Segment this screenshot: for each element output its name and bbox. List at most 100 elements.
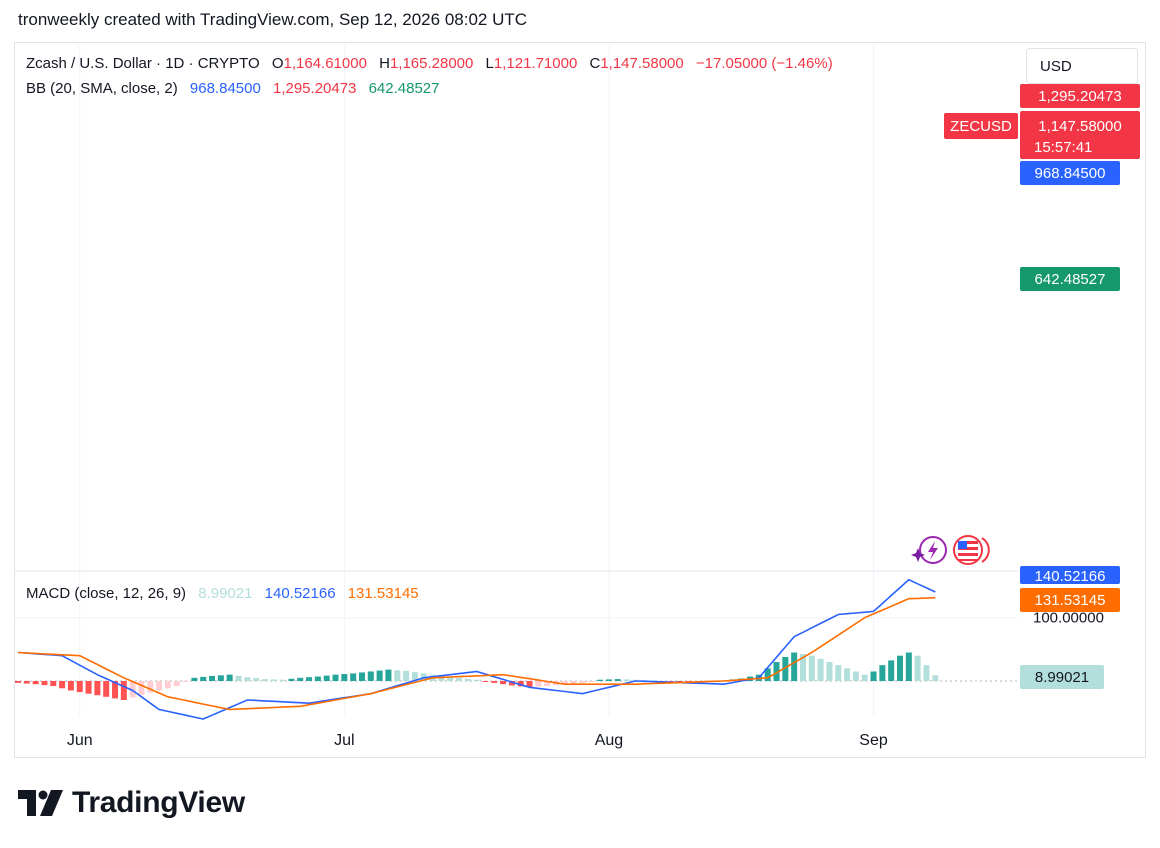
macd-histogram-bar — [297, 677, 304, 681]
bb-mid-price-tag: 968.84500 — [1020, 161, 1120, 185]
bb-upper-tag-label: 1,295.20473 — [1038, 88, 1121, 105]
us-flag-icon[interactable] — [953, 535, 990, 565]
macd-histogram-bar — [32, 681, 39, 685]
macd-histogram-bar — [447, 676, 454, 681]
macd-histogram-bar — [147, 681, 154, 693]
macd-histogram-bar — [508, 681, 515, 686]
macd-histogram-bar — [244, 677, 251, 681]
lightning-badge-icon[interactable] — [911, 536, 947, 564]
macd-histogram-bar — [464, 678, 471, 681]
macd-histogram-bar — [888, 660, 895, 681]
macd-histogram-bar — [15, 681, 21, 683]
macd-histogram-bar — [209, 675, 216, 681]
time-tick-label: Sep — [859, 732, 888, 749]
macd-histogram-bar — [597, 679, 604, 681]
macd-histogram-bar — [270, 679, 277, 681]
last-price-tag: 1,147.58000 15:57:41 — [1020, 111, 1140, 159]
macd-histogram-bar — [350, 673, 357, 681]
macd-hist-value: 8.99021 — [198, 585, 253, 602]
macd-histogram-bar — [473, 679, 480, 681]
macd-histogram-bar — [164, 681, 171, 689]
macd-line-value: 140.52166 — [264, 585, 336, 602]
time-tick-label: Jul — [334, 732, 354, 749]
macd-histogram-bar — [288, 678, 295, 681]
macd-histogram-bar — [773, 662, 780, 681]
macd-label: MACD (close, 12, 26, 9) — [26, 585, 187, 602]
macd-legend[interactable]: MACD (close, 12, 26, 9) 8.99021 140.5216… — [26, 585, 427, 602]
macd-histogram-bar — [835, 665, 842, 681]
histogram-tag-label: 8.99021 — [1035, 669, 1089, 686]
macd-histogram-bar — [367, 671, 374, 681]
close-label: C — [589, 55, 601, 72]
bb-lower-value: 642.48527 — [368, 80, 440, 97]
low-value: 1,121.71000 — [493, 55, 578, 72]
bb-legend[interactable]: BB (20, SMA, close, 2) 968.84500 1,295.2… — [26, 80, 447, 97]
macd-histogram-bar — [456, 677, 462, 681]
symbol-legend[interactable]: Zcash / U.S. Dollar · 1D · CRYPTO O1,164… — [26, 55, 841, 72]
macd-histogram-bar — [570, 681, 577, 684]
price-change: −17.05000 (−1.46%) — [695, 55, 833, 72]
macd-histogram-bar — [85, 681, 92, 694]
currency-button[interactable]: USD — [1026, 48, 1138, 84]
symbol-tag-label: ZECUSD — [950, 118, 1012, 135]
bb-label: BB (20, SMA, close, 2) — [26, 80, 178, 97]
macd-histogram-bar — [67, 681, 74, 691]
tradingview-logo-icon — [18, 790, 63, 816]
tradingview-logo[interactable]: TradingView — [18, 786, 245, 820]
macd-histogram-bar — [491, 681, 498, 683]
histogram-price-tag: 8.99021 — [1020, 665, 1104, 689]
macd-histogram-bar — [50, 681, 57, 687]
macd-histogram-bar — [870, 671, 877, 681]
macd-histogram-bar — [358, 672, 365, 681]
macd-histogram-bar — [120, 681, 127, 700]
bb-upper-value: 1,295.20473 — [272, 80, 357, 97]
chart-frame — [14, 42, 1146, 758]
bb-lower-tag-label: 642.48527 — [1035, 271, 1106, 288]
bb-lower-price-tag: 642.48527 — [1020, 267, 1120, 291]
macd-histogram-bar — [676, 681, 683, 683]
macd-tag-label: 140.52166 — [1035, 568, 1106, 585]
price-axis: 225.00000270.00000330.00000410.00000530.… — [1033, 610, 1104, 627]
macd-histogram-bar — [103, 681, 110, 697]
macd-histogram-bar — [914, 655, 921, 681]
macd-histogram-bar — [306, 677, 313, 681]
symbol-tag: ZECUSD — [944, 113, 1018, 139]
macd-histogram-bar — [403, 670, 410, 681]
macd-histogram-bar — [579, 681, 586, 683]
macd-histogram-bar — [852, 671, 859, 681]
macd-histogram-bar — [879, 665, 886, 681]
macd-histogram-bar — [129, 681, 136, 698]
macd-histogram-bar — [279, 679, 286, 681]
macd-tick-label: 100.00000 — [1033, 610, 1104, 627]
macd-histogram-bar — [94, 681, 101, 696]
time-axis: Jun Jul Aug Sep — [67, 732, 888, 749]
macd-histogram-bar — [482, 681, 489, 682]
macd-histogram-bar — [253, 678, 260, 681]
macd-histogram-bar — [385, 669, 392, 681]
macd-histogram-bar — [394, 670, 401, 681]
macd-histogram-bar — [905, 652, 912, 681]
macd-histogram-bar — [200, 676, 207, 681]
time-tick-label: Jun — [67, 732, 93, 749]
grid-lines — [15, 45, 1018, 716]
macd-signal-value: 131.53145 — [347, 585, 419, 602]
bb-mid-value: 968.84500 — [189, 80, 261, 97]
high-value: 1,165.28000 — [389, 55, 474, 72]
macd-histogram-bar — [332, 674, 339, 681]
macd-histogram-bar — [323, 675, 330, 681]
macd-histogram-bar — [844, 668, 851, 681]
signal-price-tag: 131.53145 — [1020, 588, 1120, 612]
macd-histogram-bar — [235, 675, 242, 681]
macd-histogram-bar — [261, 679, 268, 681]
macd-histogram-bar — [817, 658, 824, 681]
tradingview-wordmark: TradingView — [72, 786, 245, 819]
macd-histogram-bar — [438, 675, 445, 681]
macd-histogram-bar — [526, 681, 533, 688]
close-value: 1,147.58000 — [600, 55, 684, 72]
macd-histogram-bar — [173, 681, 180, 687]
macd-histogram-bar — [826, 662, 833, 681]
macd-histogram-bar — [411, 672, 418, 681]
chart-attribution: tronweekly created with TradingView.com,… — [18, 10, 528, 29]
macd-histogram-bar — [59, 681, 66, 689]
